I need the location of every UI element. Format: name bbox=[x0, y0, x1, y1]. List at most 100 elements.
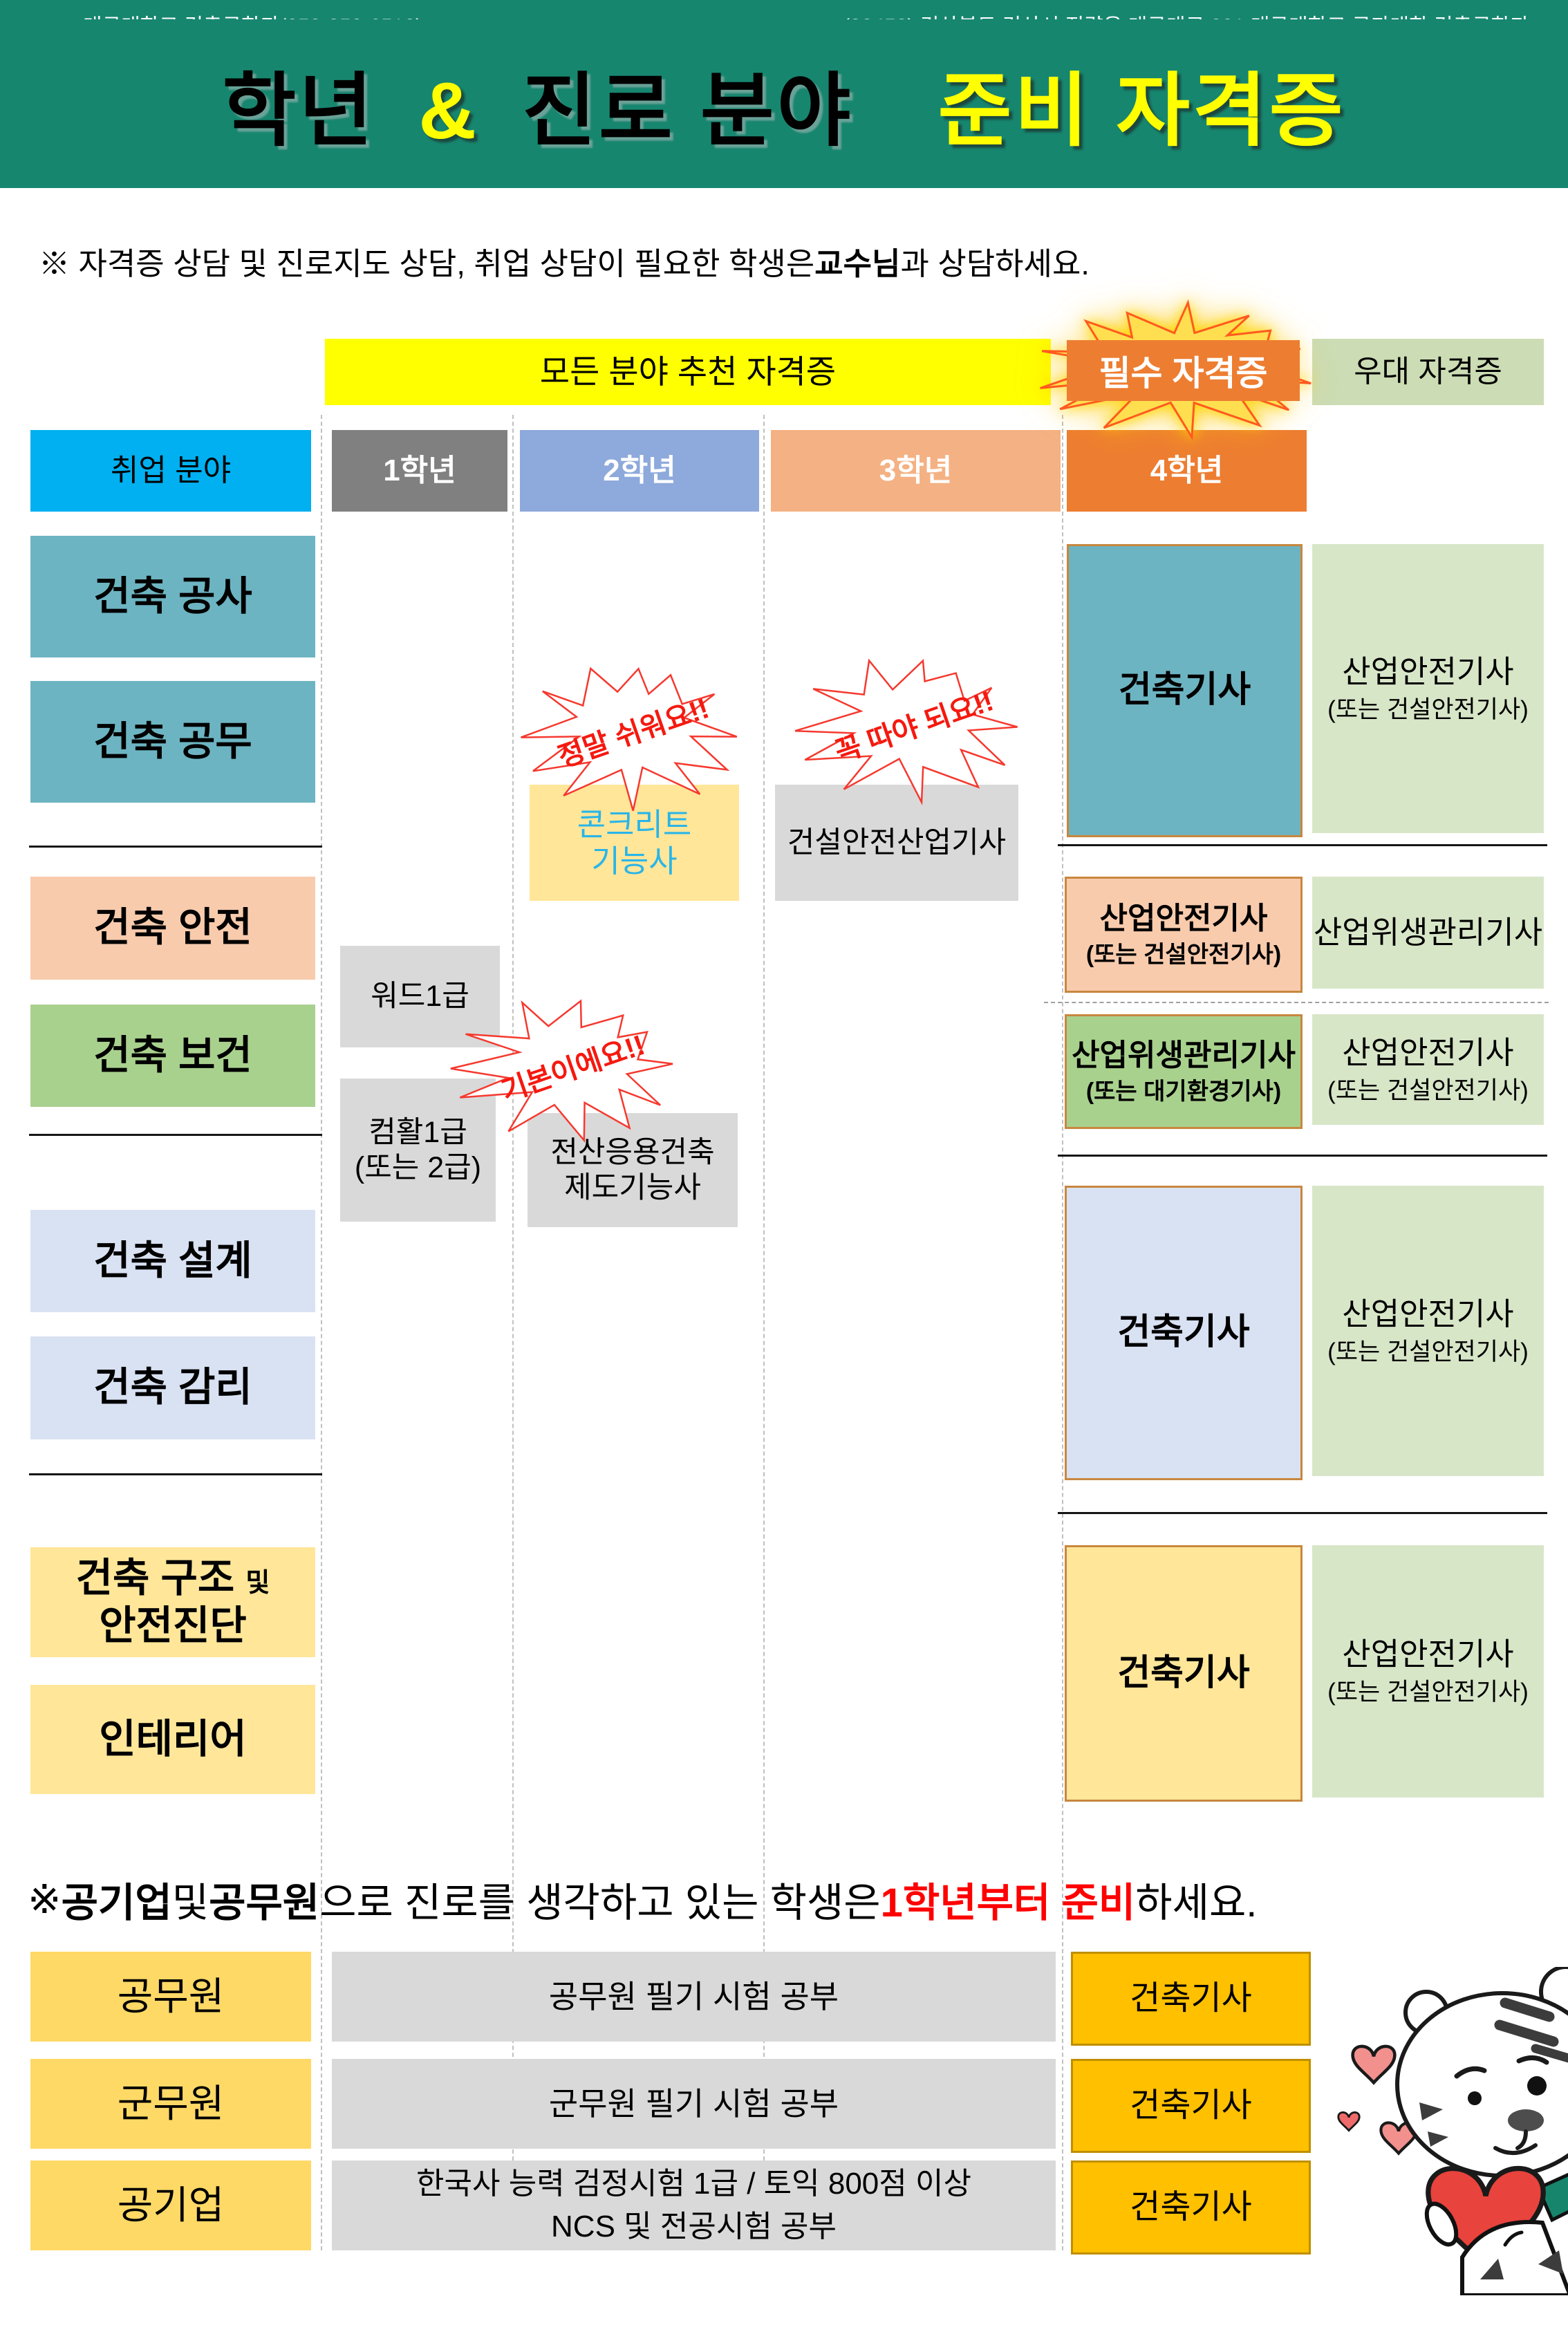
grade4-cert-construction: 건축기사 bbox=[1067, 544, 1303, 837]
divider-right-1 bbox=[1058, 844, 1547, 846]
bottom-row-label-military-civilian: 군무원 bbox=[30, 2059, 311, 2149]
bottom-row-study-civil-servant: 공무원 필기 시험 공부 bbox=[332, 1952, 1056, 2042]
title-ampersand: & bbox=[418, 66, 480, 156]
counsel-note: ※ 자격증 상담 및 진로지도 상담, 취업 상담이 필요한 학생은 교수님 과 … bbox=[39, 236, 1532, 285]
bottom-row-label-civil-servant: 공무원 bbox=[30, 1952, 311, 2042]
header-banner: 학년 & 진로 분야 준비 자격증 bbox=[0, 19, 1568, 188]
column-guide-3 bbox=[763, 415, 765, 2250]
cell-cad-craftsman: 전산응용건축 제도기능사 bbox=[528, 1113, 738, 1227]
preferred-cert-line2: (또는 건설안전기사) bbox=[1327, 1076, 1529, 1104]
bottom-row-cert-public-corp: 건축기사 bbox=[1071, 2160, 1311, 2255]
concrete-line2: 기능사 bbox=[591, 843, 678, 879]
starburst-icon bbox=[521, 666, 738, 811]
column-header-grade1: 1학년 bbox=[332, 430, 507, 512]
structure-line1: 건축 구조 및 bbox=[76, 1555, 270, 1602]
row-label-construction-affairs: 건축 공무 bbox=[30, 681, 315, 803]
preferred-cert-safety: 산업위생관리기사 bbox=[1312, 877, 1544, 989]
row-label-building-health: 건축 보건 bbox=[30, 1005, 315, 1107]
divider-left-1 bbox=[29, 846, 322, 848]
column-header-grade4: 4학년 bbox=[1067, 430, 1307, 512]
cad-line2: 제도기능사 bbox=[564, 1170, 701, 1204]
column-guide-2 bbox=[512, 415, 514, 2250]
structure-line2: 안전진단 bbox=[99, 1603, 247, 1648]
counsel-note-suffix: 과 상담하세요. bbox=[900, 245, 1090, 281]
cell-construction-safety-industrial: 건설안전산업기사 bbox=[775, 785, 1018, 901]
cad-line1: 전산응용건축 bbox=[550, 1135, 715, 1169]
preferred-cert-line2: (또는 건설안전기사) bbox=[1327, 696, 1529, 723]
counsel-note-professor: 교수님 bbox=[814, 245, 901, 281]
row-label-building-design: 건축 설계 bbox=[30, 1210, 315, 1312]
preferred-cert-line1: 산업안전기사 bbox=[1342, 653, 1514, 689]
grade4-cert-line1: 산업위생관리기사 bbox=[1072, 1038, 1296, 1072]
recommended-certs-banner: 모든 분야 추천 자격증 bbox=[325, 339, 1051, 405]
row-label-building-supervision: 건축 감리 bbox=[30, 1336, 315, 1439]
grade4-cert-line2: (또는 건설안전기사) bbox=[1085, 941, 1282, 968]
grade4-cert-design: 건축기사 bbox=[1065, 1186, 1303, 1480]
bottom-row-label-public-corp: 공기업 bbox=[30, 2160, 311, 2250]
required-certs-label: 필수 자격증 bbox=[1067, 340, 1300, 401]
title-seg3: 준비 자격증 bbox=[937, 66, 1346, 156]
preferred-cert-line1: 산업안전기사 bbox=[1342, 1034, 1514, 1070]
grade4-cert-structure: 건축기사 bbox=[1065, 1545, 1303, 1802]
column-guide-4 bbox=[1062, 415, 1063, 2250]
public-sector-note: ※ 공기업 및 공무원 으로 진로를 생각하고 있는 학생은 1학년부터 준비 하세… bbox=[28, 1863, 1556, 1935]
structure-line1-and: 및 bbox=[245, 1569, 270, 1598]
grade4-cert-line1: 산업안전기사 bbox=[1099, 901, 1268, 935]
tiger-mascot-icon bbox=[1337, 1967, 1568, 2295]
column-header-field: 취업 분야 bbox=[30, 430, 311, 512]
divider-left-2 bbox=[29, 1134, 322, 1136]
preferred-cert-design: 산업안전기사 (또는 건설안전기사) bbox=[1312, 1186, 1544, 1476]
computer-line2: (또는 2급) bbox=[354, 1150, 482, 1184]
note2-seg: 하세요. bbox=[1135, 1880, 1258, 1925]
divider-right-2 bbox=[1058, 1155, 1547, 1157]
row-label-building-safety: 건축 안전 bbox=[30, 877, 315, 980]
grade4-cert-health: 산업위생관리기사 (또는 대기환경기사) bbox=[1065, 1014, 1303, 1129]
computer-line1: 컴활1급 bbox=[368, 1115, 467, 1149]
note2-public-corp: 공기업 bbox=[61, 1880, 172, 1925]
starburst-icon bbox=[450, 999, 673, 1143]
page-title: 학년 & 진로 분야 준비 자격증 bbox=[223, 46, 1346, 162]
public-corp-study-line1: 한국사 능력 검정시험 1급 / 토익 800점 이상 bbox=[416, 2167, 971, 2201]
row-label-structure-diagnosis: 건축 구조 및 안전진단 bbox=[30, 1547, 315, 1657]
row-label-construction-work: 건축 공사 bbox=[30, 536, 315, 657]
note2-civil-servant: 공무원 bbox=[209, 1880, 320, 1925]
column-header-grade3: 3학년 bbox=[771, 430, 1061, 512]
required-certs-starburst: 필수 자격증 bbox=[1025, 290, 1343, 441]
bottom-row-cert-civil-servant: 건축기사 bbox=[1071, 1952, 1311, 2046]
divider-left-3 bbox=[29, 1473, 322, 1475]
divider-right-3 bbox=[1058, 1512, 1547, 1514]
preferred-certs-banner: 우대 자격증 bbox=[1312, 339, 1544, 405]
preferred-cert-health: 산업안전기사 (또는 건설안전기사) bbox=[1312, 1014, 1544, 1125]
bottom-row-study-public-corp: 한국사 능력 검정시험 1급 / 토익 800점 이상 NCS 및 전공시험 공… bbox=[332, 2160, 1056, 2250]
public-corp-study-line2: NCS 및 전공시험 공부 bbox=[551, 2210, 837, 2243]
note2-seg: 으로 진로를 생각하고 있는 학생은 bbox=[319, 1880, 881, 1925]
preferred-cert-structure: 산업안전기사 (또는 건설안전기사) bbox=[1312, 1545, 1544, 1798]
preferred-cert-line1: 산업안전기사 bbox=[1342, 1636, 1514, 1672]
preferred-cert-construction: 산업안전기사 (또는 건설안전기사) bbox=[1312, 544, 1544, 833]
bottom-row-cert-military-civilian: 건축기사 bbox=[1071, 2059, 1311, 2153]
preferred-cert-line2: (또는 건설안전기사) bbox=[1327, 1338, 1529, 1365]
concrete-line1: 콘크리트 bbox=[577, 806, 692, 842]
preferred-cert-line2: (또는 건설안전기사) bbox=[1327, 1679, 1529, 1706]
bottom-row-study-military-civilian: 군무원 필기 시험 공부 bbox=[332, 2059, 1056, 2149]
title-seg2: 진로 분야 bbox=[522, 66, 854, 156]
note2-seg: 및 bbox=[171, 1880, 209, 1925]
divider-dashed-safety-health bbox=[1044, 1002, 1549, 1003]
counsel-note-text: ※ 자격증 상담 및 진로지도 상담, 취업 상담이 필요한 학생은 bbox=[39, 245, 815, 281]
note2-seg: ※ bbox=[28, 1877, 62, 1922]
callout-must-get: 꼭 따야 되요!! bbox=[788, 642, 1038, 806]
title-seg1: 학년 bbox=[222, 66, 375, 156]
column-header-grade2: 2학년 bbox=[520, 430, 759, 512]
grade4-cert-safety: 산업안전기사 (또는 건설안전기사) bbox=[1065, 877, 1303, 993]
cell-word-level1: 워드1급 bbox=[340, 946, 500, 1047]
preferred-cert-line1: 산업안전기사 bbox=[1342, 1296, 1514, 1332]
row-label-interior: 인테리어 bbox=[30, 1685, 315, 1794]
callout-basic: 기본이에요!! bbox=[446, 985, 698, 1146]
column-guide-1 bbox=[321, 415, 322, 2250]
note2-red-emphasis: 1학년부터 준비 bbox=[880, 1880, 1136, 1925]
starburst-icon bbox=[794, 658, 1018, 806]
callout-really-easy: 정말 쉬워요!! bbox=[512, 646, 754, 814]
cell-computer-level1: 컴활1급 (또는 2급) bbox=[340, 1079, 496, 1222]
grade4-cert-line2: (또는 대기환경기사) bbox=[1085, 1078, 1282, 1105]
